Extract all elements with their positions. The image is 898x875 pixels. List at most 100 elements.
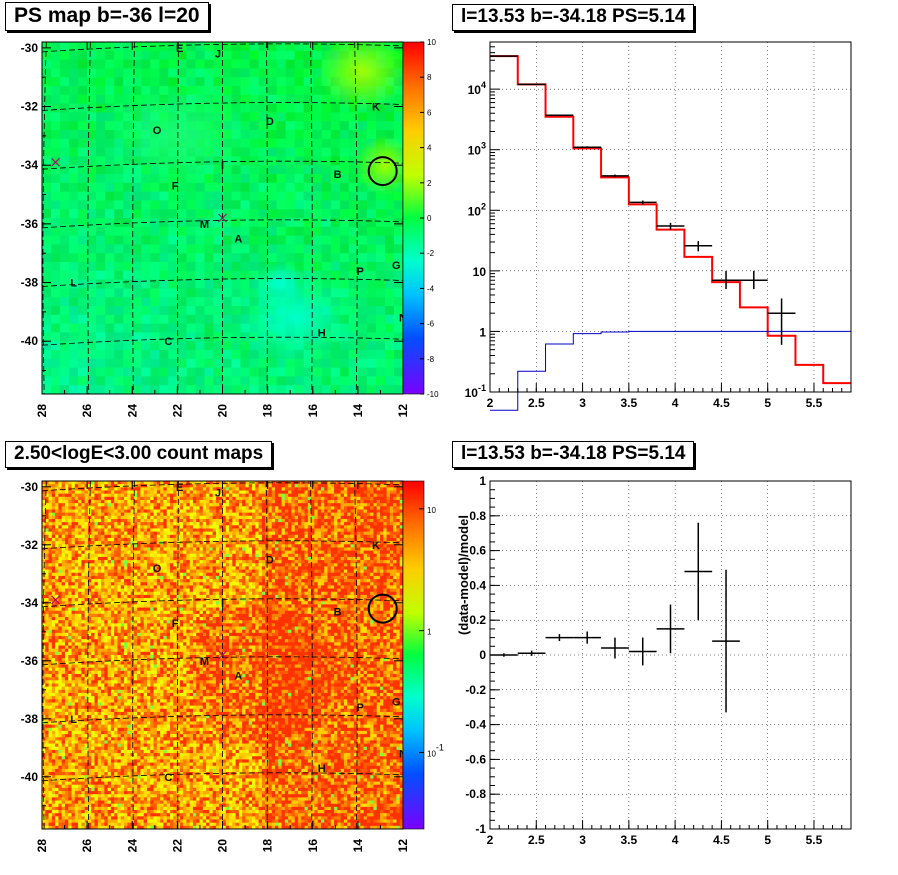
- count-pixel: [110, 803, 115, 808]
- count-pixel: [97, 509, 102, 514]
- map-pixel: [177, 42, 187, 52]
- count-pixel: [94, 727, 99, 732]
- count-pixel: [97, 613, 102, 618]
- map-pixel: [87, 270, 97, 281]
- count-pixel: [68, 493, 72, 498]
- count-pixel: [61, 481, 66, 485]
- count-pixel: [97, 522, 102, 526]
- count-pixel: [71, 632, 76, 637]
- map-pixel: [123, 306, 133, 316]
- count-pixel: [48, 810, 53, 814]
- map-pixel: [78, 235, 88, 245]
- map-pixel: [168, 385, 178, 394]
- count-pixel: [78, 696, 82, 700]
- count-pixel: [81, 626, 86, 631]
- count-pixel: [107, 582, 112, 586]
- count-pixel: [68, 740, 72, 744]
- count-pixel: [110, 670, 115, 675]
- count-pixel: [84, 620, 89, 624]
- count-pixel: [84, 692, 89, 697]
- count-pixel: [127, 768, 132, 773]
- count-pixel: [84, 553, 89, 558]
- count-pixel: [104, 569, 109, 574]
- count-pixel: [61, 588, 66, 593]
- count-pixel: [64, 768, 69, 773]
- count-pixel: [130, 623, 135, 627]
- count-pixel: [81, 708, 86, 713]
- map-pixel: [105, 376, 115, 386]
- map-pixel: [366, 270, 377, 281]
- count-pixel: [114, 588, 118, 593]
- count-pixel: [51, 591, 56, 596]
- count-pixel: [55, 797, 59, 801]
- count-pixel: [55, 632, 59, 637]
- map-pixel: [60, 385, 70, 394]
- count-pixel: [84, 591, 89, 596]
- count-pixel: [84, 569, 89, 574]
- count-pixel: [110, 765, 115, 770]
- map-pixel: [267, 174, 278, 184]
- count-pixel: [133, 699, 138, 703]
- count-pixel: [107, 499, 112, 504]
- count-pixel: [58, 493, 63, 498]
- map-pixel: [141, 59, 151, 69]
- count-pixel: [84, 509, 89, 514]
- count-pixel: [48, 819, 53, 824]
- count-pixel: [74, 670, 79, 675]
- map-pixel: [312, 77, 323, 87]
- map-pixel: [69, 94, 79, 105]
- count-pixel: [55, 696, 59, 700]
- count-pixel: [45, 803, 49, 808]
- count-pixel: [127, 749, 132, 754]
- count-pixel: [81, 645, 86, 650]
- count-pixel: [133, 677, 138, 681]
- count-pixel: [61, 534, 66, 539]
- count-pixel: [133, 594, 138, 599]
- count-pixel: [97, 623, 102, 627]
- count-pixel: [58, 648, 63, 653]
- count-pixel: [78, 772, 82, 776]
- count-pixel: [104, 702, 109, 707]
- count-pixel: [51, 740, 56, 744]
- count-pixel: [124, 734, 128, 738]
- map-pixel: [231, 376, 242, 386]
- count-pixel: [64, 648, 69, 653]
- count-pixel: [71, 522, 76, 526]
- count-pixel: [97, 781, 102, 786]
- count-pixel: [74, 648, 79, 653]
- map-pixel: [303, 138, 314, 149]
- map-pixel: [168, 279, 178, 289]
- count-pixel: [71, 803, 76, 808]
- count-pixel: [58, 724, 63, 729]
- map-pixel: [195, 323, 206, 333]
- map-pixel: [204, 226, 215, 237]
- count-pixel: [114, 522, 118, 526]
- count-pixel: [133, 727, 138, 732]
- count-pixel: [84, 699, 89, 703]
- count-pixel: [97, 775, 102, 779]
- map-pixel: [285, 385, 296, 394]
- count-pixel: [130, 806, 135, 811]
- count-pixel: [110, 762, 115, 767]
- map-pixel: [87, 50, 97, 61]
- count-pixel: [84, 775, 89, 779]
- count-pixel: [74, 689, 79, 694]
- count-pixel: [94, 708, 99, 713]
- count-pixel: [127, 699, 132, 703]
- count-pixel: [45, 585, 49, 589]
- map-pixel: [51, 385, 61, 394]
- count-pixel: [110, 686, 115, 691]
- count-pixel: [64, 481, 69, 485]
- count-pixel: [84, 673, 89, 678]
- count-pixel: [81, 689, 86, 694]
- count-pixel: [55, 484, 59, 488]
- map-pixel: [330, 200, 341, 210]
- count-pixel: [71, 547, 76, 551]
- count-pixel: [45, 794, 49, 798]
- map-pixel: [285, 68, 296, 78]
- count-pixel: [74, 711, 79, 716]
- map-pixel: [366, 350, 377, 360]
- count-pixel: [45, 692, 49, 697]
- map-pixel: [213, 323, 224, 333]
- map-pixel: [78, 121, 88, 131]
